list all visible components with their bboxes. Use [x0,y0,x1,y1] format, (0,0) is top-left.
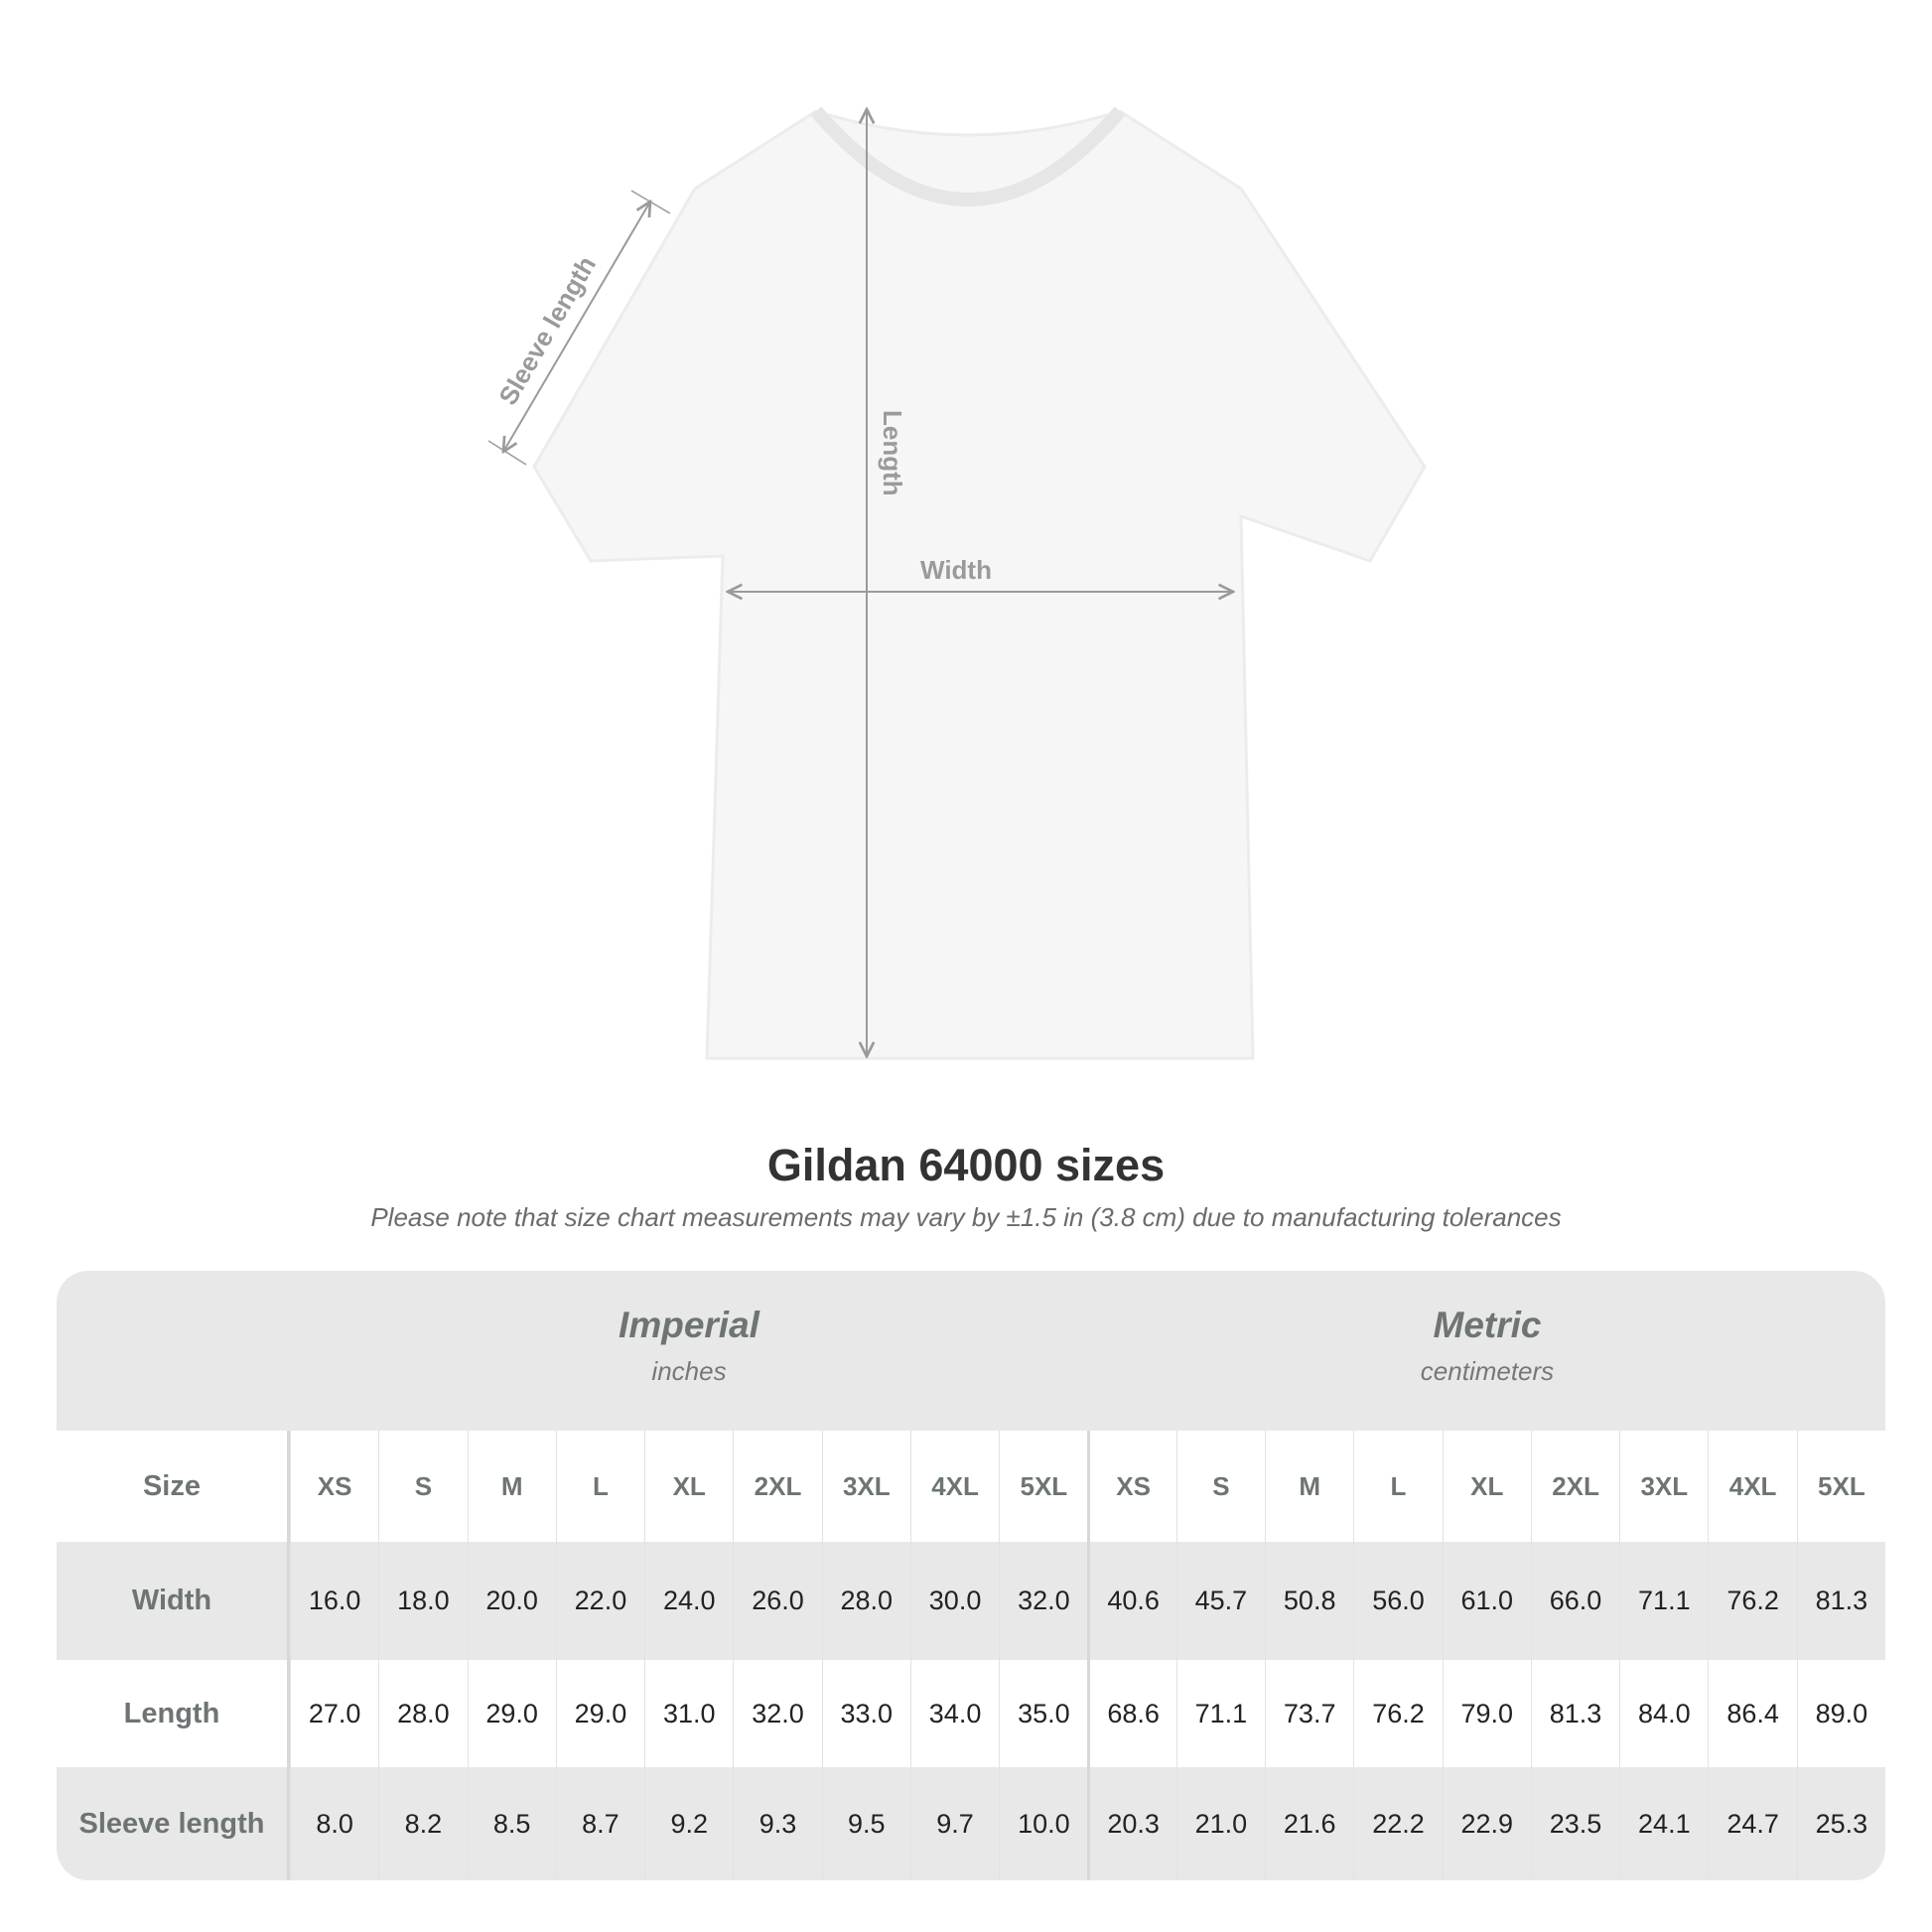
value-cell: 68.6 [1087,1660,1175,1767]
value-cell: 30.0 [909,1542,999,1660]
value-cell: 10.0 [999,1767,1087,1880]
size-header-cell: XS [1087,1431,1175,1542]
size-header-cell: 2XL [1530,1431,1619,1542]
value-cell: 81.3 [1796,1542,1885,1660]
value-cell: 18.0 [378,1542,467,1660]
value-cell: 45.7 [1175,1542,1265,1660]
value-cell: 81.3 [1530,1660,1619,1767]
metric-unit: centimeters [1420,1356,1555,1386]
table-row: Length 27.0 28.0 29.0 29.0 31.0 32.0 33.0 34.0 3… [57,1660,1885,1767]
size-header-cell: XL [1442,1431,1531,1542]
value-cell: 8.2 [378,1767,467,1880]
imperial-header: Imperial inches [290,1271,1088,1431]
size-header-cell: XL [644,1431,733,1542]
value-cell: 86.4 [1708,1660,1796,1767]
value-cell: 20.0 [467,1542,556,1660]
value-cell: 34.0 [909,1660,999,1767]
value-cell: 32.0 [733,1660,821,1767]
tshirt-collar [810,106,1126,207]
table-row: Sleeve length 8.0 8.2 8.5 8.7 9.2 9.3 9.5 9.7 10… [57,1767,1885,1880]
size-row-label: Size [57,1431,290,1542]
tshirt-diagram: Sleeve length Length Width [487,106,1427,1060]
width-label: Width [920,555,992,585]
value-cell: 9.2 [644,1767,733,1880]
imperial-unit: inches [651,1356,727,1386]
value-cell: 50.8 [1265,1542,1353,1660]
value-cell: 61.0 [1442,1542,1531,1660]
value-cell: 8.7 [555,1767,644,1880]
size-header-cell: M [1265,1431,1353,1542]
value-cell: 26.0 [733,1542,821,1660]
value-cell: 25.3 [1796,1767,1885,1880]
value-cell: 16.0 [289,1542,378,1660]
size-header-cell: L [555,1431,644,1542]
size-header-cell: 4XL [909,1431,999,1542]
value-cell: 9.5 [821,1767,910,1880]
size-header-cell: 5XL [1796,1431,1885,1542]
value-cell: 29.0 [467,1660,556,1767]
value-cell: 32.0 [999,1542,1087,1660]
size-header-cell: 3XL [821,1431,910,1542]
metric-title: Metric [1433,1305,1542,1345]
value-cell: 31.0 [644,1660,733,1767]
row-label: Length [57,1660,290,1767]
size-row: Size XS S M L XL 2XL 3XL 4XL 5XL XS S M L XL 2XL 3XL 4XL… [57,1431,1885,1542]
sleeve-arrow [503,202,650,452]
size-header-cell: 3XL [1619,1431,1708,1542]
value-cell: 9.7 [909,1767,999,1880]
table-row: Width 16.0 18.0 20.0 22.0 24.0 26.0 28.0 30.0 32… [57,1542,1885,1660]
value-cell: 8.5 [467,1767,556,1880]
value-cell: 8.0 [289,1767,378,1880]
size-table: Imperial inches Metric centimeters Size … [57,1271,1885,1880]
value-cell: 79.0 [1442,1660,1531,1767]
size-header-cell: M [467,1431,556,1542]
value-cell: 40.6 [1087,1542,1175,1660]
imperial-title: Imperial [619,1305,759,1345]
value-cell: 21.6 [1265,1767,1353,1880]
tshirt-shape [532,109,1427,1060]
value-cell: 21.0 [1175,1767,1265,1880]
value-cell: 23.5 [1530,1767,1619,1880]
value-cell: 33.0 [821,1660,910,1767]
value-cell: 24.1 [1619,1767,1708,1880]
size-header-cell: 2XL [733,1431,821,1542]
metric-header: Metric centimeters [1088,1271,1885,1431]
value-cell: 9.3 [733,1767,821,1880]
row-label: Width [57,1542,290,1660]
value-cell: 22.2 [1353,1767,1442,1880]
value-cell: 73.7 [1265,1660,1353,1767]
value-cell: 76.2 [1708,1542,1796,1660]
tolerance-note: Please note that size chart measurements… [370,1202,1562,1232]
value-cell: 24.0 [644,1542,733,1660]
size-header-cell: S [378,1431,467,1542]
value-cell: 89.0 [1796,1660,1885,1767]
value-cell: 28.0 [378,1660,467,1767]
value-cell: 20.3 [1087,1767,1175,1880]
page-title: Gildan 64000 sizes [766,1140,1166,1190]
value-cell: 84.0 [1619,1660,1708,1767]
value-cell: 56.0 [1353,1542,1442,1660]
value-cell: 29.0 [555,1660,644,1767]
value-cell: 22.0 [555,1542,644,1660]
size-header-cell: L [1353,1431,1442,1542]
value-cell: 24.7 [1708,1767,1796,1880]
value-cell: 28.0 [821,1542,910,1660]
value-cell: 35.0 [999,1660,1087,1767]
value-cell: 22.9 [1442,1767,1531,1880]
length-label: Length [878,410,907,496]
size-header-cell: 4XL [1708,1431,1796,1542]
value-cell: 71.1 [1175,1660,1265,1767]
value-cell: 27.0 [289,1660,378,1767]
size-header-cell: S [1175,1431,1265,1542]
size-header-cell: 5XL [999,1431,1087,1542]
value-cell: 71.1 [1619,1542,1708,1660]
value-cell: 76.2 [1353,1660,1442,1767]
value-cell: 66.0 [1530,1542,1619,1660]
size-header-cell: XS [289,1431,378,1542]
row-label: Sleeve length [57,1767,290,1880]
